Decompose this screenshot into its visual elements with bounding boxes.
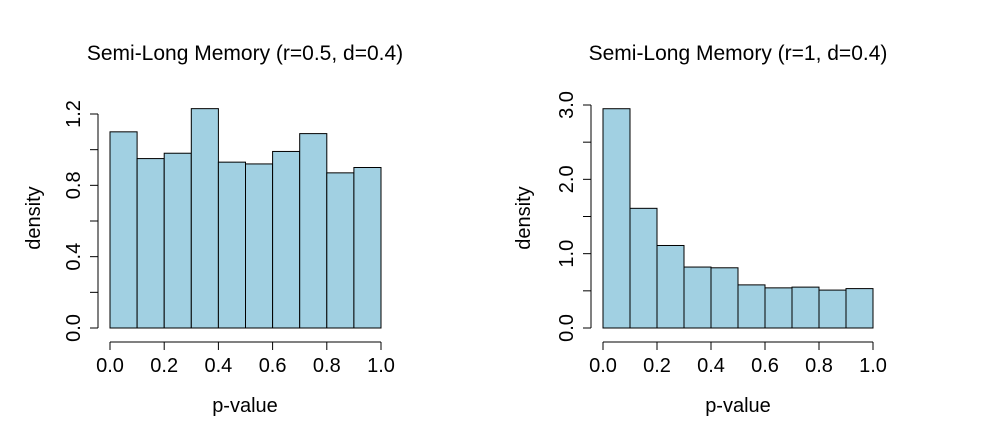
histogram-bar — [845, 288, 874, 329]
x-tick-label: 0.6 — [259, 355, 287, 377]
x-tick-label: 0.4 — [697, 355, 725, 377]
histogram-panel-left: Semi-Long Memory (r=0.5, d=0.4) p-value … — [23, 42, 403, 417]
y-tick-label: 0.0 — [63, 314, 85, 342]
bars — [109, 108, 382, 329]
histogram-bar — [299, 133, 328, 329]
x-tick-label: 1.0 — [859, 355, 887, 377]
histogram-bar — [326, 172, 355, 329]
histogram-bar — [353, 167, 382, 329]
histogram-bar — [656, 244, 685, 329]
histogram-bar — [710, 267, 739, 329]
y-tick-label: 2.0 — [556, 165, 578, 193]
x-axis: 0.0 0.2 0.4 0.6 0.8 1.0 — [589, 341, 887, 377]
y-tick-label: 1.2 — [63, 100, 85, 128]
histogram-bar — [136, 158, 165, 329]
y-tick-label: 1.0 — [556, 240, 578, 268]
y-axis: 0.0 0.4 0.8 1.2 — [63, 100, 99, 342]
x-tick-label: 0.0 — [589, 355, 617, 377]
x-tick-label: 1.0 — [367, 355, 395, 377]
histogram-bar — [602, 108, 631, 329]
histogram-bar — [737, 284, 766, 329]
histogram-bar — [629, 207, 658, 329]
histogram-bar — [683, 266, 712, 329]
histogram-panel-right: Semi-Long Memory (r=1, d=0.4) p-value de… — [513, 42, 887, 417]
y-tick-label: 0.4 — [63, 243, 85, 271]
x-axis: 0.0 0.2 0.4 0.6 0.8 1.0 — [96, 341, 395, 377]
bars — [602, 108, 874, 329]
histogram-bar — [245, 163, 274, 329]
x-tick-label: 0.8 — [313, 355, 341, 377]
histogram-bar — [217, 161, 246, 329]
x-tick-label: 0.8 — [805, 355, 833, 377]
histogram-bar — [109, 131, 138, 329]
y-tick-label: 0.0 — [556, 314, 578, 342]
x-tick-label: 0.6 — [751, 355, 779, 377]
x-tick-label: 0.2 — [643, 355, 671, 377]
x-axis-label: p-value — [705, 395, 771, 417]
histogram-bar — [272, 150, 301, 329]
x-tick-label: 0.2 — [150, 355, 178, 377]
y-axis: 0.0 1.0 2.0 3.0 — [556, 91, 592, 342]
x-axis-label: p-value — [212, 395, 278, 417]
histogram-bar — [818, 289, 847, 329]
histogram-bar — [163, 152, 192, 329]
histogram-bar — [791, 286, 820, 329]
y-axis-label: density — [23, 186, 45, 249]
chart-title: Semi-Long Memory (r=1, d=0.4) — [589, 42, 888, 65]
x-tick-label: 0.0 — [96, 355, 124, 377]
histogram-bar — [190, 108, 219, 329]
y-tick-label: 0.8 — [63, 171, 85, 199]
y-axis-label: density — [513, 186, 535, 249]
chart-title: Semi-Long Memory (r=0.5, d=0.4) — [87, 42, 403, 65]
y-tick-label: 3.0 — [556, 91, 578, 119]
histogram-bar — [764, 287, 793, 329]
x-tick-label: 0.4 — [204, 355, 232, 377]
